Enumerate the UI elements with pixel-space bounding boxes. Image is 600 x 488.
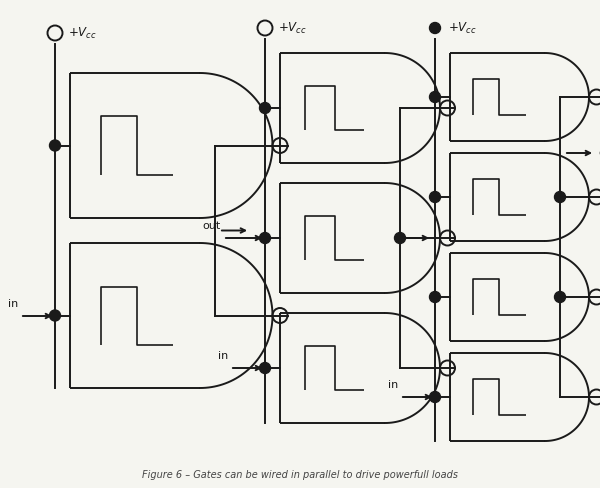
Text: in: in [8, 299, 18, 309]
Text: out: out [203, 221, 221, 231]
Circle shape [554, 191, 566, 203]
Text: in: in [388, 380, 398, 390]
Text: $+V_{cc}$: $+V_{cc}$ [68, 25, 97, 41]
Circle shape [430, 391, 440, 403]
Text: in: in [218, 351, 228, 361]
Circle shape [554, 291, 566, 303]
Text: Figure 6 – Gates can be wired in parallel to drive powerfull loads: Figure 6 – Gates can be wired in paralle… [142, 470, 458, 480]
Circle shape [430, 291, 440, 303]
Circle shape [260, 102, 271, 114]
Circle shape [430, 92, 440, 102]
Text: out: out [598, 148, 600, 158]
Circle shape [260, 363, 271, 373]
Text: $+V_{cc}$: $+V_{cc}$ [278, 20, 307, 36]
Circle shape [430, 191, 440, 203]
Circle shape [395, 232, 406, 244]
Circle shape [430, 22, 440, 34]
Circle shape [260, 232, 271, 244]
Circle shape [50, 310, 61, 321]
Circle shape [50, 140, 61, 151]
Text: $+V_{cc}$: $+V_{cc}$ [448, 20, 477, 36]
